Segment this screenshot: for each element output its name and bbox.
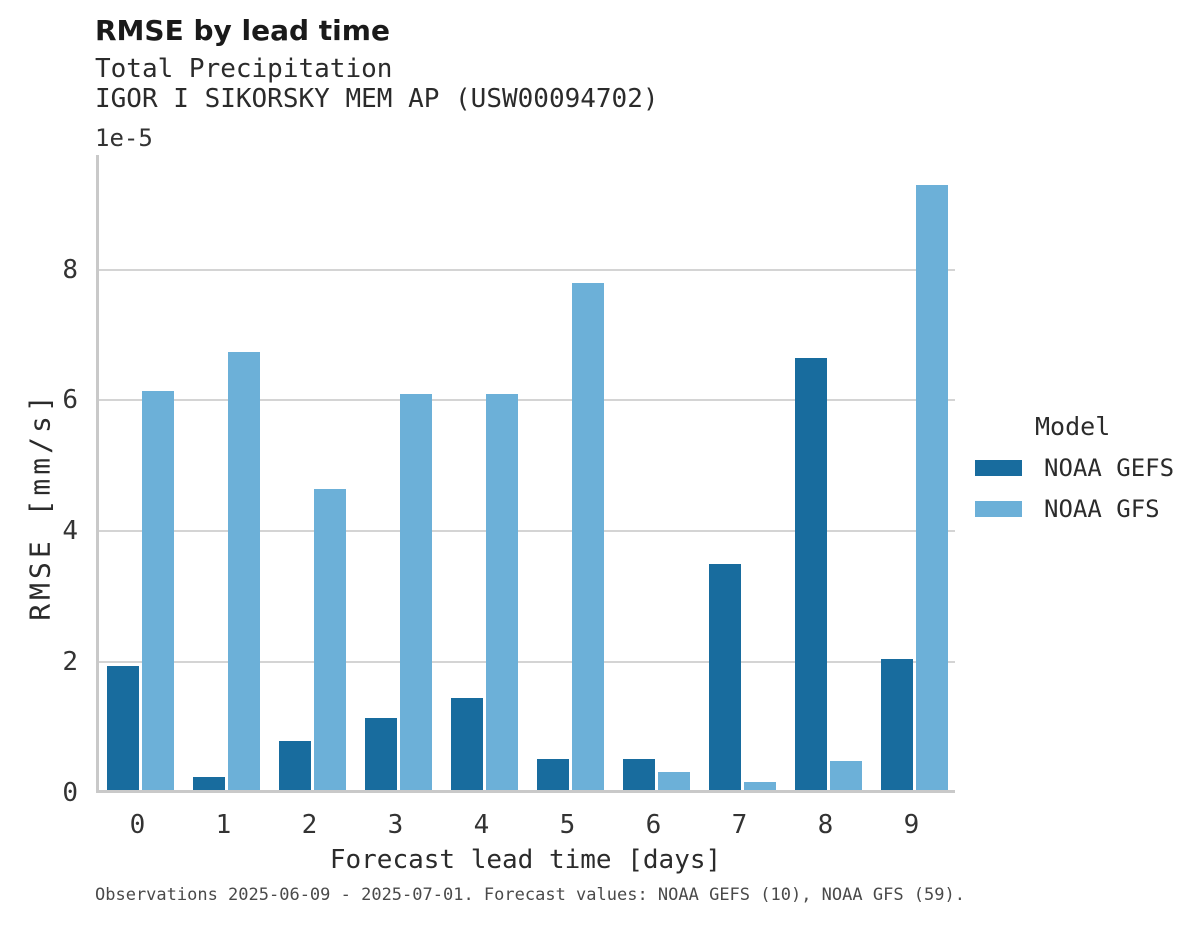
x-tick-label: 6 xyxy=(645,810,662,840)
x-tick-label: 3 xyxy=(387,810,404,840)
bar-gfs-lead-3 xyxy=(400,394,432,790)
bar-gfs-lead-6 xyxy=(658,771,690,790)
y-axis-ticks: 0 2 4 6 8 xyxy=(0,155,78,809)
y-tick-label: 0 xyxy=(62,778,78,808)
legend: Model NOAA GEFS NOAA GFS xyxy=(975,412,1174,523)
y-tick-label: 6 xyxy=(62,385,78,416)
legend-swatch-gefs xyxy=(975,460,1022,476)
x-tick-label: 7 xyxy=(731,810,748,840)
bar-gfs-lead-0 xyxy=(142,390,174,790)
gridline xyxy=(99,268,955,271)
x-axis-label: Forecast lead time [days] xyxy=(329,845,722,875)
x-tick-label: 5 xyxy=(559,810,576,840)
bar-gfs-lead-7 xyxy=(744,782,776,790)
gridline xyxy=(99,530,955,533)
bar-gefs-lead-9 xyxy=(881,659,913,790)
legend-swatch-gfs xyxy=(975,501,1022,517)
bar-gfs-lead-5 xyxy=(572,282,604,790)
y-tick-label: 8 xyxy=(62,254,78,285)
gridline xyxy=(99,661,955,664)
legend-entry-gefs: NOAA GEFS xyxy=(975,454,1174,482)
y-axis-offset-label: 1e-5 xyxy=(95,124,153,152)
x-tick-label: 9 xyxy=(903,810,920,840)
chart-subtitle-variable: Total Precipitation xyxy=(95,54,393,84)
legend-label-gefs: NOAA GEFS xyxy=(1044,454,1175,482)
bar-gefs-lead-7 xyxy=(709,564,741,790)
x-tick-label: 4 xyxy=(473,810,490,840)
footnote: Observations 2025-06-09 - 2025-07-01. Fo… xyxy=(95,885,965,905)
bar-gefs-lead-1 xyxy=(193,776,225,790)
bar-gefs-lead-8 xyxy=(795,358,827,790)
chart-title: RMSE by lead time xyxy=(95,14,390,47)
bar-gfs-lead-2 xyxy=(314,489,346,790)
plot-area xyxy=(96,155,955,793)
bar-gfs-lead-1 xyxy=(228,351,260,790)
bar-gfs-lead-8 xyxy=(830,760,862,790)
bar-gefs-lead-5 xyxy=(537,758,569,790)
bar-gefs-lead-2 xyxy=(279,740,311,790)
legend-title: Model xyxy=(1035,412,1111,441)
gridline xyxy=(99,399,955,402)
bar-gfs-lead-4 xyxy=(486,394,518,790)
bar-gefs-lead-6 xyxy=(623,758,655,790)
bar-gefs-lead-3 xyxy=(365,718,397,790)
x-tick-label: 8 xyxy=(817,810,834,840)
bar-gefs-lead-0 xyxy=(107,665,139,790)
chart-header: RMSE by lead time Total Precipitation IG… xyxy=(95,14,659,114)
x-tick-label: 1 xyxy=(215,810,232,840)
chart-subtitle-station: IGOR I SIKORSKY MEM AP (USW00094702) xyxy=(95,84,659,114)
legend-label-gfs: NOAA GFS xyxy=(1044,495,1160,523)
x-tick-label: 0 xyxy=(129,810,146,840)
x-tick-label: 2 xyxy=(301,810,318,840)
x-axis-ticks: 0 1 2 3 4 5 6 7 8 9 xyxy=(96,796,955,840)
legend-entry-gfs: NOAA GFS xyxy=(975,495,1174,523)
y-tick-label: 2 xyxy=(62,647,78,678)
y-tick-label: 4 xyxy=(62,516,78,547)
bar-gefs-lead-4 xyxy=(451,698,483,790)
bar-gfs-lead-9 xyxy=(916,184,948,790)
